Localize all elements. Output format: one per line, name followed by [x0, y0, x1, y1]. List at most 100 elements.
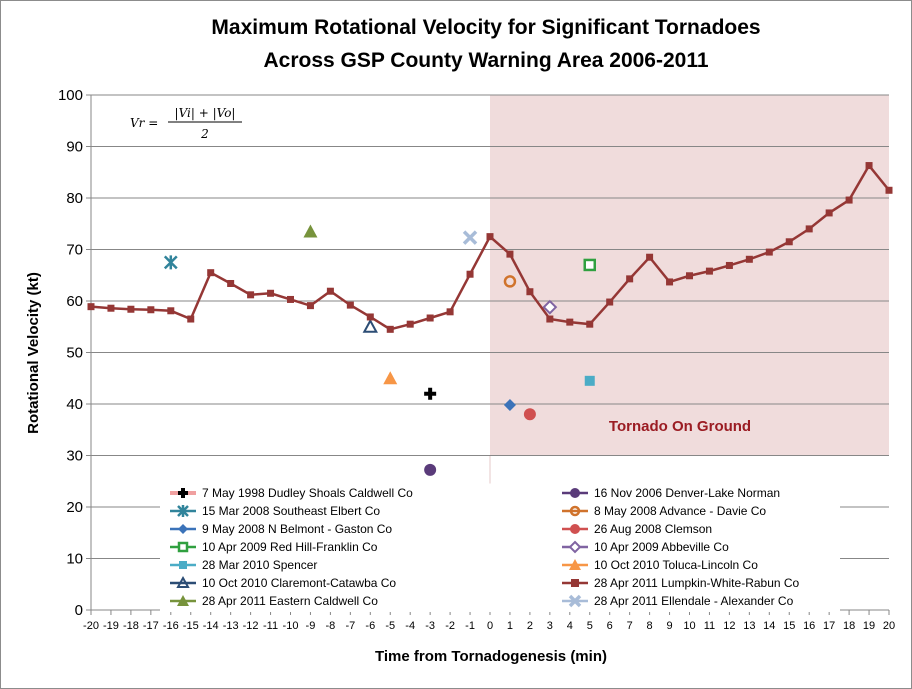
formula-denominator: 2 [200, 127, 209, 141]
data-point [247, 291, 255, 299]
data-point [885, 186, 893, 194]
x-tick-label: -15 [183, 620, 199, 632]
data-point [626, 275, 634, 283]
data-point [546, 315, 554, 323]
legend-swatch-marker [177, 541, 189, 553]
x-axis-title: Time from Tornadogenesis (min) [375, 648, 607, 665]
data-point [606, 298, 614, 306]
formula-numerator: |Vi| + |Vo| [175, 106, 236, 120]
legend-swatch-marker [570, 524, 580, 534]
data-point [424, 463, 437, 476]
data-point [785, 238, 793, 246]
x-tick-label: 8 [647, 620, 653, 632]
data-point [366, 313, 374, 321]
data-point [686, 272, 693, 280]
data-point [526, 288, 534, 296]
y-tick-label: 70 [66, 242, 83, 259]
legend-label: 10 Apr 2009 Red Hill-Franklin Co [202, 540, 378, 554]
data-point [383, 371, 398, 385]
legend-item: 10 Apr 2009 Abbeville Co [562, 540, 729, 554]
data-point [326, 287, 334, 295]
data-point [107, 304, 115, 312]
x-tick-label: 13 [743, 620, 755, 632]
x-tick-label: -1 [465, 620, 475, 632]
legend-label: 10 Apr 2009 Abbeville Co [594, 540, 729, 554]
x-tick-label: 0 [487, 620, 493, 632]
x-tick-label: 17 [823, 620, 835, 632]
x-tick-label: -14 [203, 620, 219, 632]
x-tick-label: -11 [263, 620, 278, 632]
legend-swatch-marker [178, 524, 188, 534]
legend-item: 15 Mar 2008 Southeast Elbert Co [170, 504, 380, 518]
legend-item: 10 Oct 2010 Toluca-Lincoln Co [562, 558, 758, 572]
x-tick-label: -13 [223, 620, 239, 632]
legend-swatch-marker [178, 488, 188, 498]
x-tick-label: 5 [587, 620, 593, 632]
y-tick-label: 60 [66, 293, 83, 310]
series-11 [87, 162, 893, 333]
data-point [566, 318, 574, 326]
x-tick-label: 20 [883, 620, 895, 632]
legend-label: 28 Apr 2011 Lumpkin-White-Rabun Co [594, 576, 800, 590]
data-point [586, 320, 594, 328]
data-point [187, 315, 195, 323]
data-point [424, 387, 437, 400]
data-point [805, 225, 813, 233]
x-tick-label: -8 [326, 620, 336, 632]
x-tick-label: -19 [103, 620, 119, 632]
y-tick-label: 80 [66, 190, 83, 207]
series-2 [163, 255, 178, 270]
legend-item: 28 Mar 2010 Spencer [170, 558, 317, 572]
data-point [542, 299, 558, 315]
legend-swatch-marker [569, 505, 581, 517]
data-point [506, 250, 514, 258]
chart-title-line2: Across GSP County Warning Area 2006-2011 [263, 49, 708, 72]
series-0 [424, 387, 437, 400]
data-point [583, 258, 596, 272]
data-point [486, 233, 494, 241]
chart-title-line1: Maximum Rotational Velocity for Signific… [211, 16, 760, 39]
x-tick-label: 18 [843, 620, 855, 632]
data-point [167, 307, 175, 315]
data-point [705, 267, 713, 275]
x-tick-label: -7 [345, 620, 355, 632]
series-7 [542, 299, 558, 315]
y-tick-label: 100 [58, 87, 83, 104]
x-tick-label: -3 [425, 620, 435, 632]
legend-label: 28 Mar 2010 Spencer [202, 558, 317, 572]
legend-box [160, 484, 840, 612]
legend-item: 9 May 2008 N Belmont - Gaston Co [170, 522, 392, 536]
x-tick-label: 3 [547, 620, 553, 632]
legend-label: 7 May 1998 Dudley Shoals Caldwell Co [202, 486, 413, 500]
data-point [306, 302, 314, 310]
x-tick-label: -2 [445, 620, 455, 632]
data-point [207, 269, 215, 277]
legend-swatch-marker [176, 575, 190, 588]
series-3 [503, 275, 517, 288]
x-tick-label: -10 [283, 620, 299, 632]
data-point [503, 275, 517, 288]
legend-swatch-marker [571, 579, 579, 587]
data-point [666, 278, 674, 286]
data-point [503, 399, 516, 412]
y-tick-label: 0 [75, 602, 83, 619]
legend-label: 16 Nov 2006 Denver-Lake Norman [594, 486, 780, 500]
legend-label: 10 Oct 2010 Claremont-Catawba Co [202, 576, 396, 590]
legend-swatch-marker [177, 595, 189, 606]
legend-item: 26 Aug 2008 Clemson [562, 522, 712, 536]
data-point [865, 162, 873, 170]
legend-label: 9 May 2008 N Belmont - Gaston Co [202, 522, 392, 536]
series-12 [303, 224, 318, 238]
x-tick-label: -4 [405, 620, 415, 632]
series-8 [584, 375, 595, 386]
tornado-on-ground-label: Tornado On Ground [609, 418, 751, 435]
x-tick-label: -18 [123, 620, 139, 632]
data-point [646, 253, 654, 261]
data-point [127, 305, 135, 313]
legend-swatch-marker [570, 488, 580, 498]
data-point [346, 301, 354, 309]
x-tick-label: 1 [507, 620, 513, 632]
data-point [725, 261, 733, 269]
